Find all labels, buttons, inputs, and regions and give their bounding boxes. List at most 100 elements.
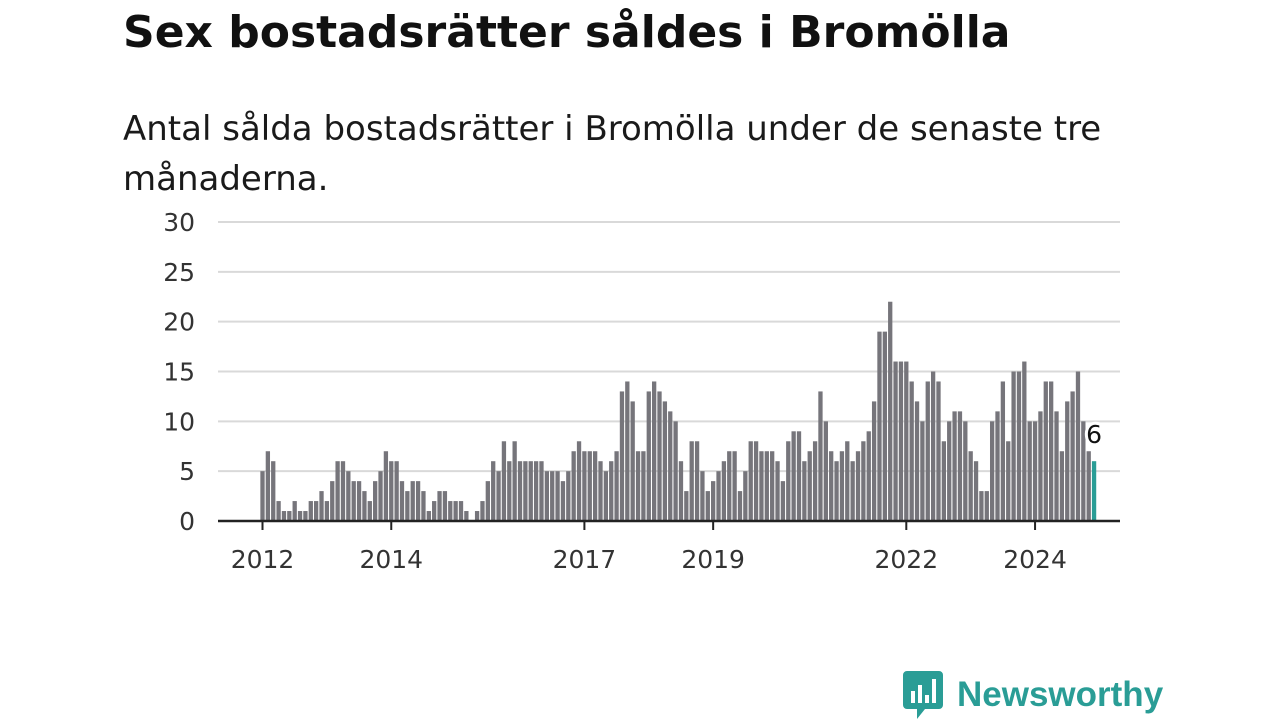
bar xyxy=(544,471,549,521)
bar xyxy=(356,481,362,521)
bar xyxy=(528,461,533,521)
bar xyxy=(308,501,313,521)
bar xyxy=(389,461,394,521)
bar xyxy=(646,391,651,521)
x-tick-label: 2022 xyxy=(874,545,938,574)
bar xyxy=(614,451,619,521)
brand-name: Newsworthy xyxy=(957,675,1164,714)
bar xyxy=(517,461,523,521)
bar xyxy=(1070,391,1075,521)
latest-value-label: 6 xyxy=(1086,420,1102,449)
bar xyxy=(727,451,732,521)
bar xyxy=(271,461,276,521)
bar xyxy=(292,501,297,521)
bar xyxy=(684,491,689,521)
bar xyxy=(791,431,796,521)
bar xyxy=(512,441,517,521)
bar xyxy=(668,411,673,521)
bar xyxy=(330,481,335,521)
bar xyxy=(491,461,496,521)
bar xyxy=(979,491,984,521)
bar xyxy=(947,421,952,521)
bar xyxy=(394,461,399,521)
bar xyxy=(989,421,995,521)
bar xyxy=(507,461,512,521)
bar xyxy=(1065,401,1070,521)
bar xyxy=(410,481,415,521)
bar xyxy=(711,481,716,521)
bar xyxy=(657,391,662,521)
bar xyxy=(1075,371,1081,521)
bar xyxy=(1086,451,1091,521)
bar xyxy=(1006,441,1011,521)
bar xyxy=(904,361,909,521)
bar xyxy=(399,481,405,521)
bar xyxy=(1049,381,1054,521)
bar xyxy=(925,381,930,521)
bar xyxy=(839,451,845,521)
bar xyxy=(748,441,753,521)
y-tick-label: 5 xyxy=(179,457,195,486)
bar xyxy=(871,401,877,521)
bar xyxy=(448,501,453,521)
bar xyxy=(276,501,281,521)
bar xyxy=(335,461,340,521)
y-axis: 0 5 10 15 20 25 30 xyxy=(163,208,195,536)
bar xyxy=(373,481,378,521)
bar xyxy=(641,451,646,521)
bar xyxy=(775,461,780,521)
bar xyxy=(576,441,582,521)
bar xyxy=(823,421,828,521)
bar xyxy=(764,451,769,521)
brand-logo[interactable]: Newsworthy xyxy=(903,670,1163,720)
y-tick-label: 0 xyxy=(179,507,195,536)
bar xyxy=(995,411,1000,521)
bar xyxy=(909,381,914,521)
bar xyxy=(936,381,941,521)
bar xyxy=(898,361,904,521)
bar xyxy=(652,381,657,521)
bar xyxy=(405,491,410,521)
bar xyxy=(802,461,807,521)
bar xyxy=(973,461,979,521)
y-tick-label: 15 xyxy=(163,358,195,387)
bar xyxy=(963,421,968,521)
bar xyxy=(1016,371,1022,521)
x-tick-label: 2024 xyxy=(1003,545,1067,574)
bar xyxy=(378,471,383,521)
x-axis: 2012 2014 2017 2019 2022 2024 xyxy=(218,519,1120,574)
bar xyxy=(485,481,490,521)
y-tick-label: 10 xyxy=(163,407,195,436)
bar xyxy=(743,471,748,521)
page-subtitle: Antal sålda bostadsrätter i Bromölla und… xyxy=(123,109,1102,199)
bar xyxy=(770,451,775,521)
bar xyxy=(362,491,367,521)
bar xyxy=(861,441,866,521)
data-labels: 6 xyxy=(1083,417,1105,452)
bar xyxy=(480,501,485,521)
bar xyxy=(732,451,737,521)
bar xyxy=(888,301,893,521)
bar xyxy=(866,431,871,521)
bar xyxy=(571,451,576,521)
bar xyxy=(700,471,705,521)
bar xyxy=(555,471,560,521)
bar xyxy=(496,471,501,521)
bar xyxy=(930,371,936,521)
bar xyxy=(260,471,265,521)
y-tick-label: 25 xyxy=(163,258,195,287)
bar xyxy=(437,491,442,521)
bar xyxy=(319,491,324,521)
bar xyxy=(560,481,566,521)
bar xyxy=(1043,381,1048,521)
bar xyxy=(812,441,818,521)
bar xyxy=(587,451,592,521)
bar xyxy=(287,511,292,521)
bar xyxy=(1059,451,1065,521)
bar xyxy=(737,491,743,521)
bar xyxy=(855,451,861,521)
bar xyxy=(281,511,287,521)
bar xyxy=(635,451,641,521)
bar xyxy=(796,431,802,521)
